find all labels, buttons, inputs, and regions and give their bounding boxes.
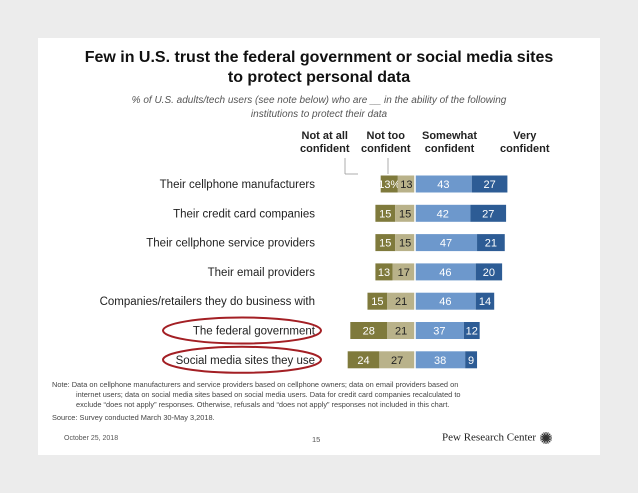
header-not-at-all-line2: confident — [300, 143, 350, 155]
bar-not-at-all — [375, 204, 396, 222]
data-label-not-too: 21 — [395, 326, 407, 338]
header-somewhat: Somewhat confident — [422, 130, 477, 156]
bar-not-at-all — [347, 351, 380, 369]
header-very-line1: Very — [513, 130, 537, 142]
data-label-somewhat: 37 — [433, 326, 445, 338]
page-number: 15 — [312, 435, 321, 444]
chart: Their cellphone manufacturers 13% 13 43 27Th… — [100, 158, 508, 374]
highlight-ellipse — [162, 316, 322, 345]
bar-very — [477, 234, 505, 252]
header-not-too-line2: confident — [361, 143, 411, 155]
bar-very — [471, 175, 508, 193]
data-label-somewhat: 43 — [437, 179, 449, 191]
data-label-very: 21 — [485, 238, 497, 250]
data-label-not-too: 13 — [400, 179, 412, 191]
bar-not-too — [379, 351, 415, 369]
data-label-not-at-all: 13% — [378, 179, 400, 191]
data-label-somewhat: 42 — [437, 208, 449, 220]
bar-not-at-all — [380, 175, 398, 193]
header-very-line2: confident — [500, 143, 550, 155]
category-label: The federal government — [193, 326, 316, 338]
header-not-too-line1: Not too — [366, 130, 405, 142]
bar-not-at-all — [375, 263, 393, 281]
data-label-not-too: 21 — [395, 296, 407, 308]
header-not-too: Not too confident — [361, 130, 411, 156]
data-label-very: 27 — [482, 208, 494, 220]
bar-somewhat — [415, 292, 476, 310]
title-line-1: Few in U.S. trust the federal government… — [84, 49, 554, 66]
header-very: Very confident — [500, 130, 550, 156]
bar-somewhat — [415, 204, 471, 222]
data-label-not-at-all: 28 — [363, 326, 375, 338]
bar-not-too — [397, 175, 415, 193]
pew-sunburst-icon — [540, 432, 553, 444]
data-label-very: 14 — [479, 296, 491, 308]
category-label: Social media sites they use — [176, 355, 315, 367]
data-label-somewhat: 46 — [439, 267, 451, 279]
pew-logo-text: Pew Research Center — [442, 431, 537, 444]
slide: Few in U.S. trust the federal government… — [38, 38, 600, 455]
source-line: Source: Survey conducted March 30-May 3,… — [52, 413, 215, 422]
highlight-ellipse — [162, 345, 322, 374]
bar-very — [470, 204, 507, 222]
header-somewhat-line2: confident — [424, 143, 475, 155]
subtitle-line-1: % of U.S. adults/tech users (see note be… — [131, 95, 507, 106]
data-label-not-too: 17 — [398, 267, 410, 279]
bar-somewhat — [415, 322, 464, 339]
data-label-somewhat: 47 — [440, 238, 452, 250]
data-label-somewhat: 38 — [434, 355, 446, 367]
subtitle-line-2: institutions to protect their data — [250, 109, 388, 120]
category-label: Companies/retailers they do business wit… — [100, 296, 315, 308]
category-label: Their cellphone manufacturers — [160, 179, 316, 191]
footer-date: October 25, 2018 — [64, 435, 119, 442]
data-label-very: 12 — [466, 326, 478, 338]
bar-somewhat — [415, 351, 466, 369]
bar-somewhat — [415, 234, 478, 252]
data-label-not-at-all: 24 — [357, 355, 369, 367]
category-label: Their email providers — [208, 267, 316, 279]
data-label-not-at-all: 15 — [371, 296, 383, 308]
note-line-2: internet users; data on social media sit… — [76, 390, 461, 399]
data-label-not-too: 15 — [399, 238, 411, 250]
bar-somewhat — [415, 175, 472, 193]
data-label-somewhat: 46 — [439, 296, 451, 308]
bar-very — [463, 322, 480, 339]
header-not-at-all: Not at all confident — [300, 130, 350, 156]
data-label-very: 27 — [483, 179, 495, 191]
bar-very — [475, 292, 495, 310]
data-label-not-too: 15 — [399, 208, 411, 220]
note-line-3: exclude “does not apply” responses. Othe… — [76, 400, 450, 409]
data-label-very: 9 — [468, 355, 474, 367]
bar-not-too — [395, 204, 415, 222]
pew-logo: Pew Research Center — [442, 431, 553, 445]
bar-not-too — [387, 322, 415, 339]
header-somewhat-line1: Somewhat — [422, 130, 478, 142]
data-label-very: 20 — [483, 267, 495, 279]
title-line-2: to protect personal data — [227, 69, 411, 86]
header-not-at-all-line1: Not at all — [301, 130, 348, 142]
bar-not-too — [395, 234, 415, 252]
note-line-1: Note: Data on cellphone manufacturers an… — [52, 380, 459, 389]
bar-not-too — [392, 263, 415, 281]
category-label: Their credit card companies — [173, 208, 315, 220]
category-label: Their cellphone service providers — [146, 238, 315, 250]
data-label-not-too: 27 — [391, 355, 403, 367]
data-label-not-at-all: 15 — [379, 238, 391, 250]
bar-not-at-all — [367, 292, 388, 310]
data-label-not-at-all: 13 — [378, 267, 390, 279]
bar-not-at-all — [350, 322, 388, 339]
bar-very — [465, 351, 478, 369]
bar-not-too — [387, 292, 415, 310]
data-label-not-at-all: 15 — [379, 208, 391, 220]
bar-very — [475, 263, 503, 281]
bar-not-at-all — [375, 234, 396, 252]
bar-somewhat — [415, 263, 476, 281]
